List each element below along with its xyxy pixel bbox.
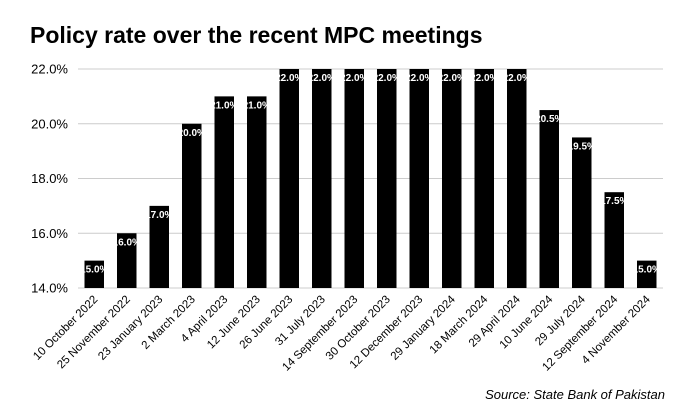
- data-label: 22.0%: [340, 73, 368, 84]
- bar: [247, 96, 267, 288]
- data-label: 20.0%: [178, 128, 206, 139]
- data-label: 21.0%: [243, 100, 271, 111]
- bar: [214, 96, 234, 288]
- bar: [377, 69, 397, 288]
- bar: [344, 69, 364, 288]
- data-label: 16.0%: [113, 237, 141, 248]
- bar: [474, 69, 494, 288]
- y-tick-label: 14.0%: [31, 281, 68, 296]
- x-tick-label: 18 March 2024: [428, 293, 491, 356]
- y-tick-label: 20.0%: [31, 116, 68, 131]
- data-label: 22.0%: [373, 73, 401, 84]
- bar: [604, 192, 624, 288]
- bar: [117, 233, 137, 288]
- data-label: 17.5%: [600, 196, 628, 207]
- data-label: 22.0%: [470, 73, 498, 84]
- bar: [149, 205, 169, 288]
- data-label: 21.0%: [210, 100, 238, 111]
- data-label: 15.0%: [633, 265, 661, 276]
- y-tick-label: 16.0%: [31, 226, 68, 241]
- chart-title: Policy rate over the recent MPC meetings: [30, 22, 483, 48]
- data-label: 22.0%: [503, 73, 531, 84]
- data-label: 22.0%: [405, 73, 433, 84]
- data-label: 20.5%: [535, 114, 563, 125]
- bar: [409, 69, 429, 288]
- bar: [279, 69, 299, 288]
- data-label: 22.0%: [275, 73, 303, 84]
- bar: [442, 69, 462, 288]
- bar: [637, 260, 657, 288]
- bar: [84, 260, 104, 288]
- bar: [507, 69, 527, 288]
- bar: [572, 137, 592, 288]
- y-tick-label: 22.0%: [31, 62, 68, 77]
- data-label: 22.0%: [308, 73, 336, 84]
- bar: [182, 123, 202, 288]
- data-label: 15.0%: [80, 265, 108, 276]
- bar: [539, 110, 559, 288]
- data-label: 19.5%: [568, 141, 596, 152]
- chart-source: Source: State Bank of Pakistan: [485, 387, 665, 402]
- bar: [312, 69, 332, 288]
- data-label: 17.0%: [145, 210, 173, 221]
- y-tick-label: 18.0%: [31, 171, 68, 186]
- data-label: 22.0%: [438, 73, 466, 84]
